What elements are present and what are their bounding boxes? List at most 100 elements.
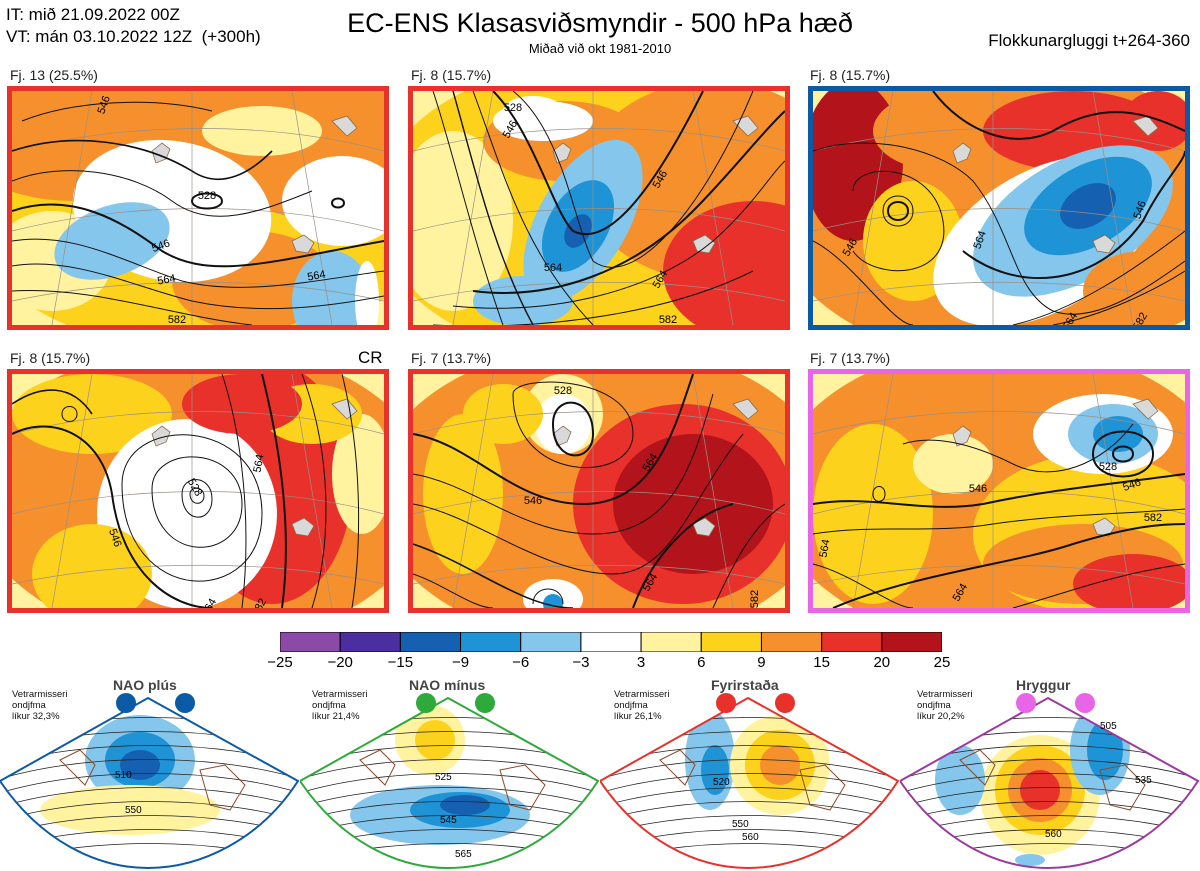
anomaly-area (54, 202, 170, 280)
regime-contour-label: 545 (440, 815, 457, 826)
graticule-line (51, 374, 93, 608)
header-times: IT: mið 21.09.2022 00Z VT: mán 03.10.2022… (6, 4, 261, 48)
graticule-line (813, 491, 1185, 515)
height-contour (61, 406, 78, 422)
regime-anomaly (1020, 770, 1060, 810)
height-contour (512, 91, 754, 268)
anomaly-area (913, 434, 993, 494)
regime-contour-label: 565 (455, 849, 472, 860)
colorbar-tick-label: −15 (387, 654, 414, 671)
height-contour (882, 195, 914, 227)
colorbar-tick-label: −3 (572, 654, 590, 671)
height-contour (181, 479, 213, 518)
regime-note-4: Vetrarmisseri ondjfma líkur 20,2% (917, 689, 973, 722)
height-contour (341, 374, 360, 608)
colorbar-segment (339, 631, 401, 653)
anomaly-area (332, 414, 384, 534)
contour-label: 546 (1121, 476, 1142, 494)
height-contour (813, 142, 1185, 315)
height-contour (872, 486, 886, 502)
height-contour (12, 170, 313, 217)
height-contour (151, 456, 243, 548)
height-contour (813, 240, 914, 325)
anomaly-area (423, 414, 503, 574)
regime-fan-svg: 510 550 (0, 693, 300, 870)
graticule-line (692, 91, 734, 325)
regime-fan-svg: 520 550 560 (600, 693, 900, 870)
panel-label-5: Fj. 7 (13.7%) (411, 350, 492, 366)
contour-label: 528 (1099, 461, 1117, 473)
height-contour (813, 508, 1185, 535)
cluster-map-3: 546 564 546 564 582 (808, 86, 1190, 330)
regime-contour (900, 759, 1198, 783)
regime-anomaly (120, 750, 160, 780)
regime-anomaly (415, 720, 455, 760)
regime-note-3: Vetrarmisseri ondjfma líkur 26,1% (614, 689, 670, 722)
regime-contour (900, 773, 1198, 797)
graticule-line (413, 208, 785, 232)
height-contour (433, 270, 754, 325)
colorbar-tick-label: 3 (636, 654, 646, 671)
anomaly-area (32, 524, 152, 608)
contour-label: 528 (554, 385, 572, 397)
regime-dot-icon (116, 693, 136, 713)
contour-label: 564 (544, 262, 562, 274)
cluster-map-5: 528 546 564 564 582 (408, 369, 790, 613)
graticule-line (12, 564, 384, 585)
colorbar-segment (760, 631, 823, 653)
regime-title-2: NAO mínus (409, 677, 486, 693)
colorbar-tick-label: 6 (697, 654, 706, 671)
regime-contour-label: 505 (1100, 721, 1117, 732)
contour-label: 582 (250, 597, 270, 608)
coastline (692, 234, 716, 254)
graticule-line (291, 91, 333, 325)
panel-label-1: Fj. 13 (25.5%) (10, 67, 98, 83)
height-contour (452, 91, 534, 325)
anomaly-area (813, 424, 933, 604)
contour-label: 546 (106, 527, 124, 548)
coastline (291, 517, 315, 537)
regime-fan-svg: 525 545 565 (300, 693, 600, 870)
colorbar-segment (700, 631, 762, 653)
regime-contour-label: 550 (732, 819, 749, 830)
regime-contour (0, 787, 298, 811)
regime-dot-icon (1016, 693, 1036, 713)
height-contour (413, 433, 744, 575)
graticule-line (413, 128, 785, 152)
regime-anomaly (1015, 854, 1045, 866)
page-subtitle: Miðað við okt 1981-2010 (528, 41, 672, 56)
contour-label: 546 (150, 237, 171, 255)
regime-contour-label: 525 (435, 772, 452, 783)
regime-nao-minus: 525 545 565 (300, 680, 600, 871)
colorbar-segment (399, 631, 462, 653)
colorbar-segment (640, 631, 702, 653)
cluster-map-6: 528 546 546 564 564 582 (808, 369, 1190, 613)
contour-label: 564 (971, 229, 989, 250)
anomaly-area (613, 434, 773, 574)
graticule-line (852, 91, 894, 325)
height-contour (552, 401, 595, 457)
height-contour (852, 170, 945, 272)
height-contour (12, 139, 273, 181)
coastline (732, 398, 759, 420)
colorbar-tick-label: −25 (267, 654, 293, 671)
graticule-line (12, 411, 384, 435)
regime-fan-svg: 505 535 560 (900, 693, 1200, 870)
contour-label: 528 (198, 190, 216, 202)
regime-frame (300, 696, 600, 870)
height-contour (1112, 445, 1135, 463)
height-contour (813, 473, 1185, 508)
regime-coastline (959, 749, 1146, 811)
graticule-line (1092, 374, 1134, 608)
height-contour (532, 588, 564, 605)
anomaly-area (1060, 183, 1116, 229)
colorbar-segment (520, 631, 582, 653)
colorbar-tick-label: 9 (757, 654, 766, 671)
coastline (291, 234, 315, 254)
anomaly-area (535, 394, 591, 454)
panel-cr-marker: CR (358, 348, 383, 367)
contour-label: 546 (969, 483, 987, 495)
regime-frame (0, 696, 300, 870)
